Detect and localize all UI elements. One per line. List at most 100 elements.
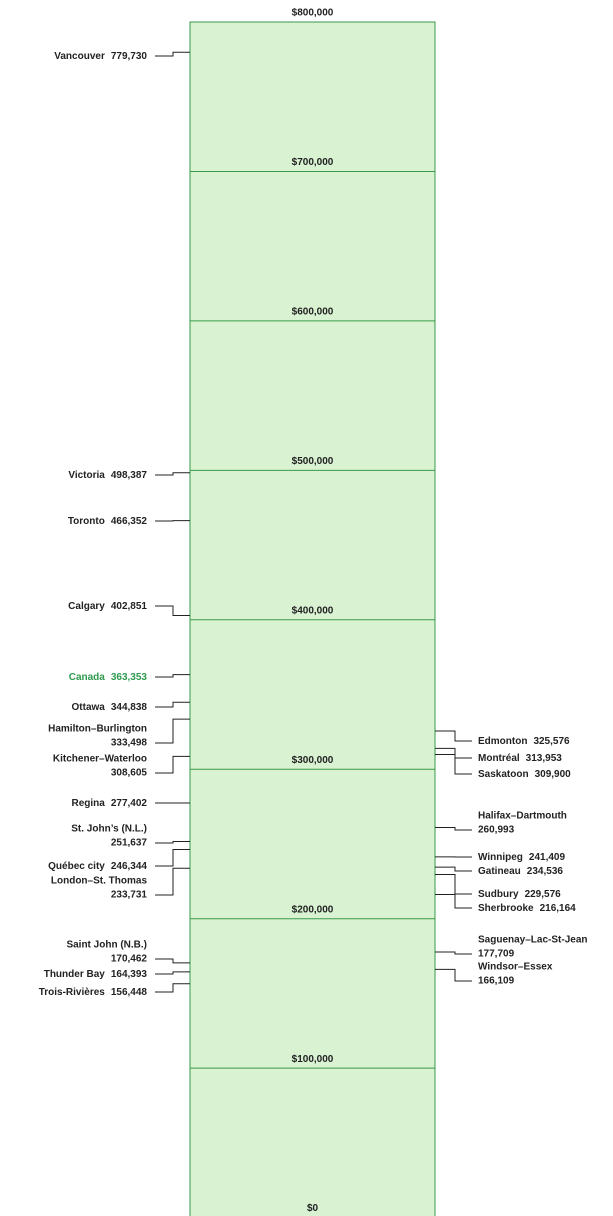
leader-line	[155, 848, 190, 867]
y-tick-label: $100,000	[292, 1054, 334, 1065]
city-label: Calgary	[68, 601, 105, 612]
leader-line	[155, 701, 190, 708]
leader-line	[155, 51, 190, 57]
value-label: 241,409	[529, 852, 566, 863]
city-label: Toronto	[68, 516, 105, 527]
leader-line	[435, 873, 472, 895]
city-label: St. John’s (N.L.)	[71, 824, 147, 835]
value-label: 170,462	[111, 954, 148, 965]
city-label-group: Sudbury 229,576	[478, 889, 561, 900]
value-label: 333,498	[111, 738, 148, 749]
city-label-group: Winnipeg 241,409	[478, 852, 565, 863]
city-label: Trois-Rivières	[39, 987, 106, 998]
leader-line	[155, 867, 190, 896]
leader-line	[435, 894, 472, 909]
leader-line	[435, 747, 472, 759]
city-label-group: Montréal 313,953	[478, 753, 562, 764]
city-label-group: Toronto 466,352	[68, 516, 148, 527]
leader-line	[155, 718, 190, 744]
city-label: Hamilton–Burlington	[48, 724, 147, 735]
city-label: Kitchener–Waterloo	[53, 754, 147, 765]
y-tick-label: $700,000	[292, 157, 334, 168]
leader-line	[155, 841, 190, 844]
city-label-group: Victoria 498,387	[68, 470, 147, 481]
value-label: 277,402	[111, 798, 148, 809]
y-tick-label: $600,000	[292, 307, 334, 318]
leader-line	[435, 866, 472, 872]
city-label: Saguenay–Lac-St-Jean	[478, 935, 588, 946]
y-tick-label: $800,000	[292, 8, 334, 19]
value-label: 177,709	[478, 949, 515, 960]
value-label: 246,344	[111, 861, 148, 872]
city-label: Ottawa	[72, 702, 106, 713]
city-label: Edmonton	[478, 736, 527, 747]
city-label: Victoria	[68, 470, 105, 481]
value-label: 229,576	[525, 889, 562, 900]
city-label: London–St. Thomas	[51, 876, 148, 887]
city-label-group: Trois-Rivières 156,448	[39, 987, 148, 998]
city-label: Sherbrooke	[478, 903, 534, 914]
leader-line	[155, 755, 190, 774]
city-label: Halifax–Dartmouth	[478, 811, 567, 822]
leader-line	[435, 753, 472, 775]
city-label-group: Saskatoon 309,900	[478, 769, 571, 780]
value-label: 260,993	[478, 825, 515, 836]
city-label: Saint John (N.B.)	[66, 940, 147, 951]
y-tick-label: $500,000	[292, 456, 334, 467]
value-label: 309,900	[535, 769, 572, 780]
city-label-group: Regina 277,402	[72, 798, 148, 809]
y-tick-label: $400,000	[292, 605, 334, 616]
city-label-group: Gatineau 234,536	[478, 866, 563, 877]
leader-line	[435, 827, 472, 831]
city-label-group: Québec city 246,344	[48, 861, 147, 872]
leader-line	[435, 951, 472, 955]
y-tick-label: $0	[307, 1203, 319, 1214]
y-tick-label: $300,000	[292, 755, 334, 766]
city-label: Regina	[72, 798, 106, 809]
value-label: 166,109	[478, 976, 515, 987]
city-label: Vancouver	[54, 51, 105, 62]
value-label: 313,953	[526, 753, 563, 764]
city-label-group: Calgary 402,851	[68, 601, 147, 612]
value-label: 164,393	[111, 969, 148, 980]
city-label: Montréal	[478, 753, 520, 764]
city-label: Sudbury	[478, 889, 519, 900]
city-label-group: Canada 363,353	[69, 672, 148, 683]
scale-column	[189, 21, 436, 1216]
value-label: 498,387	[111, 470, 148, 481]
leader-line	[435, 730, 472, 742]
city-label-group: Thunder Bay 164,393	[44, 969, 148, 980]
leader-line	[155, 971, 190, 975]
city-label-group: Vancouver 779,730	[54, 51, 147, 62]
city-label: Winnipeg	[478, 852, 523, 863]
city-label-group: Edmonton 325,576	[478, 736, 570, 747]
value-label: 234,536	[527, 866, 564, 877]
y-tick-label: $200,000	[292, 904, 334, 915]
value-label: 233,731	[111, 890, 148, 901]
value-label: 363,353	[111, 672, 148, 683]
city-label: Québec city	[48, 861, 105, 872]
city-label: Windsor–Essex	[478, 962, 553, 973]
value-label: 402,851	[111, 601, 148, 612]
leader-line	[155, 674, 190, 678]
value-label: 156,448	[111, 987, 148, 998]
city-label-group: Sherbrooke 216,164	[478, 903, 576, 914]
leader-line	[155, 983, 190, 993]
city-label: Gatineau	[478, 866, 521, 877]
leader-line	[155, 958, 190, 964]
value-label: 216,164	[540, 903, 577, 914]
leader-line	[435, 968, 472, 982]
city-label-group: Ottawa 344,838	[72, 702, 148, 713]
leader-line	[155, 472, 190, 476]
city-label: Saskatoon	[478, 769, 529, 780]
value-label: 325,576	[533, 736, 570, 747]
value-label: 466,352	[111, 516, 148, 527]
value-label: 779,730	[111, 51, 148, 62]
value-label: 251,637	[111, 838, 148, 849]
value-label: 344,838	[111, 702, 148, 713]
leader-line	[155, 605, 190, 617]
value-label: 308,605	[111, 768, 148, 779]
city-label: Thunder Bay	[44, 969, 106, 980]
city-label: Canada	[69, 672, 106, 683]
